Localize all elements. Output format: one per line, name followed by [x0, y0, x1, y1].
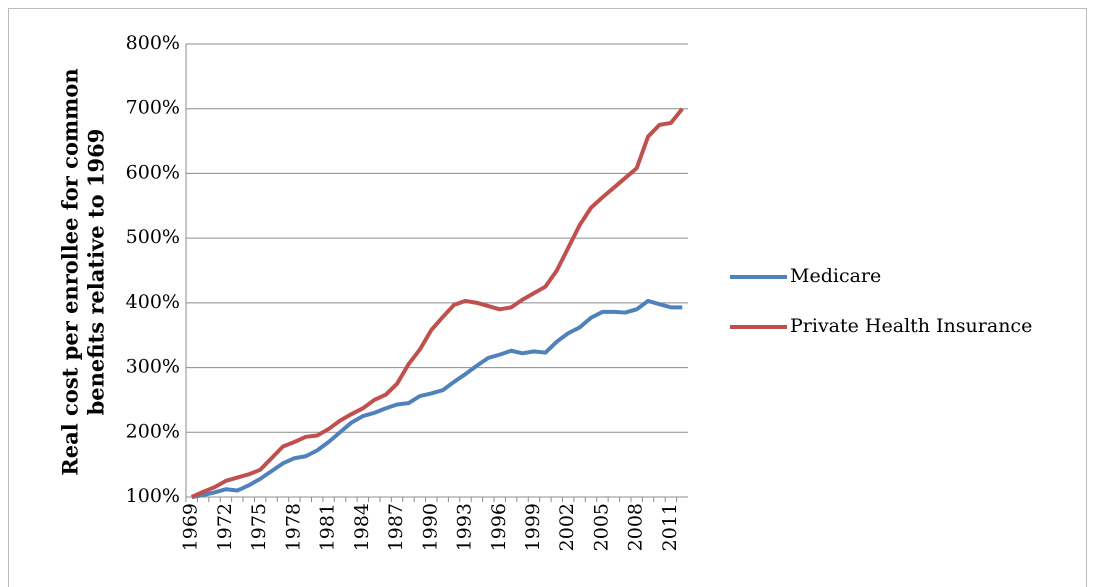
x-tick-label: 1990 — [419, 503, 441, 551]
y-tick-label: 300% — [126, 356, 180, 378]
series-line — [190, 107, 684, 499]
x-tick-label: 1999 — [522, 503, 544, 551]
x-tick-label: 2011 — [659, 503, 681, 551]
y-tick-label: 400% — [126, 291, 180, 313]
x-tick-label: 2002 — [556, 503, 578, 551]
x-tick-label: 1981 — [317, 503, 339, 551]
y-tick-label: 500% — [126, 226, 180, 248]
legend-label: Medicare — [790, 265, 881, 287]
y-tick-label: 800% — [126, 32, 180, 54]
legend-label: Private Health Insurance — [790, 315, 1032, 337]
y-tick-label: 200% — [126, 420, 180, 442]
x-tick-label: 1975 — [248, 503, 270, 551]
x-tick-label: 2008 — [625, 503, 647, 551]
y-tick-label: 100% — [126, 485, 180, 507]
x-tick-label: 1987 — [385, 503, 407, 551]
x-tick-label: 1972 — [214, 503, 236, 551]
x-tick-label: 1969 — [180, 503, 202, 551]
x-tick-label: 1984 — [351, 503, 373, 551]
y-axis-label: Real cost per enrollee for common — [58, 68, 83, 475]
x-tick-label: 1993 — [454, 503, 476, 551]
x-tick-label: 1996 — [488, 503, 510, 551]
series-line — [191, 298, 683, 499]
x-tick-label: 1978 — [282, 503, 304, 551]
x-tick-label: 2005 — [590, 503, 612, 551]
y-tick-label: 600% — [126, 161, 180, 183]
y-tick-label: 700% — [126, 97, 180, 119]
chart-frame — [8, 8, 1087, 587]
y-axis-label: benefits relative to 1969 — [84, 129, 109, 416]
